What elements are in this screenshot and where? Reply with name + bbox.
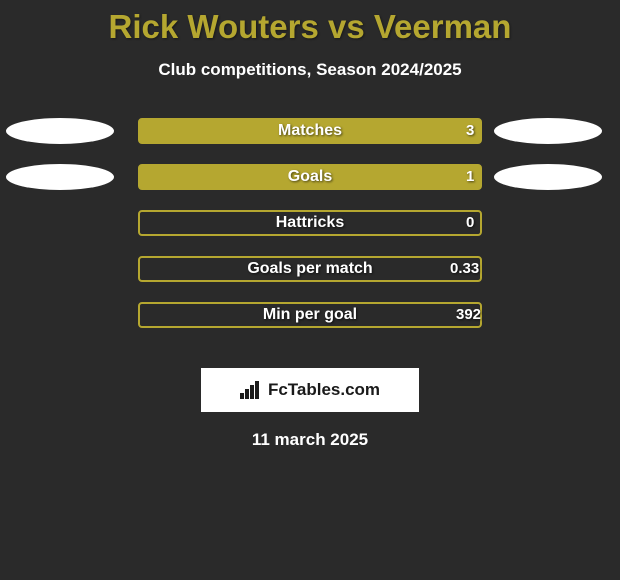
stat-row: Min per goal392	[0, 302, 620, 348]
ellipse-right	[494, 164, 602, 190]
bar-track	[138, 256, 482, 282]
stats-bars: Matches3Goals1Hattricks0Goals per match0…	[0, 118, 620, 348]
bar-chart-icon	[240, 381, 262, 399]
footer-date: 11 march 2025	[0, 430, 620, 450]
ellipse-right	[494, 118, 602, 144]
stat-row: Goals per match0.33	[0, 256, 620, 302]
ellipse-left	[6, 164, 114, 190]
bar-track	[138, 302, 482, 328]
stat-row: Goals1	[0, 164, 620, 210]
bar-track	[138, 118, 482, 144]
stat-row: Matches3	[0, 118, 620, 164]
page-subtitle: Club competitions, Season 2024/2025	[0, 60, 620, 80]
page-title: Rick Wouters vs Veerman	[0, 0, 620, 46]
bar-fill	[140, 120, 480, 142]
bar-track	[138, 164, 482, 190]
logo-text: FcTables.com	[268, 380, 380, 400]
bar-track	[138, 210, 482, 236]
bar-fill	[140, 166, 480, 188]
logo-box: FcTables.com	[201, 368, 419, 412]
ellipse-left	[6, 118, 114, 144]
stat-row: Hattricks0	[0, 210, 620, 256]
